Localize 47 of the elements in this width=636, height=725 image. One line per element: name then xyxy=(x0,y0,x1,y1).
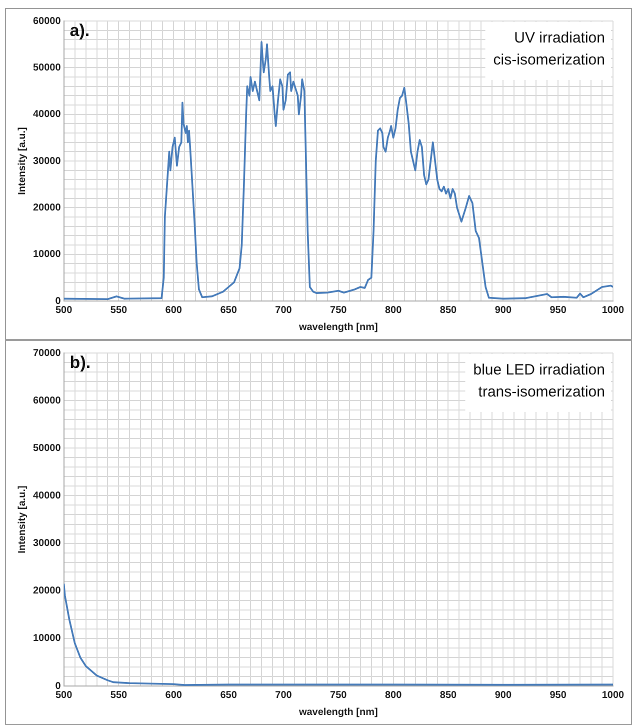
y-tick-label: 0 xyxy=(55,296,62,307)
annotation: UV irradiation xyxy=(514,30,605,47)
x-tick-label: 650 xyxy=(220,690,238,701)
x-tick-label: 600 xyxy=(165,304,182,316)
y-tick-label: 60000 xyxy=(32,16,62,27)
y-axis-title: Intensity [a.u.] xyxy=(16,127,28,195)
x-tick-label: 700 xyxy=(275,690,292,701)
y-tick-label: 70000 xyxy=(32,348,62,359)
annotation: cis-isomerization xyxy=(493,52,605,69)
annotation: a). xyxy=(70,21,90,40)
y-tick-label: 0 xyxy=(55,680,62,692)
y-tick-label: 40000 xyxy=(32,109,62,120)
y-tick-label: 20000 xyxy=(32,586,62,597)
x-tick-label: 800 xyxy=(384,690,402,701)
x-tick-label: 700 xyxy=(275,304,292,316)
x-tick-label: 850 xyxy=(440,690,458,701)
x-tick-label: 950 xyxy=(550,304,567,316)
y-tick-label: 10000 xyxy=(32,633,62,644)
x-tick-label: 850 xyxy=(440,304,458,316)
y-axis-title: Intensity [a.u.] xyxy=(16,486,28,554)
y-tick-label: 40000 xyxy=(32,490,62,502)
x-axis-title: wavelength [nm] xyxy=(298,706,378,718)
x-tick-label: 800 xyxy=(384,304,402,316)
x-axis-title: wavelength [nm] xyxy=(298,322,378,333)
y-tick-label: 20000 xyxy=(32,202,62,214)
annotation: trans-isomerization xyxy=(478,384,605,401)
y-tick-label: 30000 xyxy=(32,156,62,167)
y-tick-label: 50000 xyxy=(32,62,62,74)
y-tick-label: 10000 xyxy=(32,249,62,260)
x-tick-label: 750 xyxy=(330,690,348,701)
x-tick-label: 900 xyxy=(494,304,512,316)
y-tick-label: 30000 xyxy=(32,538,62,550)
y-tick-label: 60000 xyxy=(32,395,62,406)
x-tick-label: 500 xyxy=(55,304,73,316)
x-tick-label: 1000 xyxy=(602,690,625,701)
x-tick-label: 650 xyxy=(220,304,238,316)
annotation: blue LED irradiation xyxy=(473,362,605,379)
y-tick-label: 50000 xyxy=(32,442,62,454)
x-tick-label: 950 xyxy=(550,690,567,701)
x-tick-label: 900 xyxy=(494,690,512,701)
x-tick-label: 550 xyxy=(110,690,128,701)
x-tick-label: 550 xyxy=(110,304,128,316)
x-tick-label: 750 xyxy=(330,304,348,316)
x-tick-label: 1000 xyxy=(602,304,625,316)
x-tick-label: 500 xyxy=(55,690,73,701)
x-tick-label: 600 xyxy=(165,690,182,701)
annotation: b). xyxy=(70,353,91,372)
